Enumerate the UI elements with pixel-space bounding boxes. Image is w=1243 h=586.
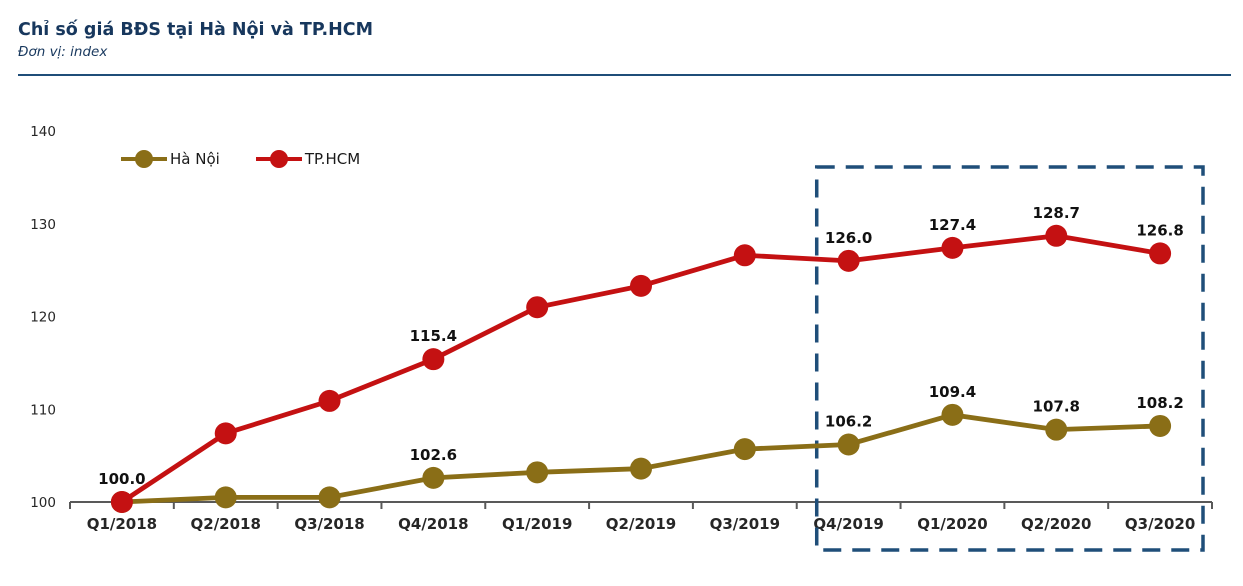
data-point-Hà Nội	[630, 457, 652, 480]
data-point-label: 127.4	[929, 216, 976, 234]
x-axis-tick-label: Q4/2019	[813, 515, 883, 533]
data-point-TP.HCM	[422, 348, 445, 371]
data-point-TP.HCM	[837, 249, 860, 272]
x-axis-tick-label: Q1/2020	[917, 515, 987, 533]
chart-unit-label: Đơn vị: index	[18, 43, 108, 60]
data-point-label: 128.7	[1033, 204, 1080, 222]
x-axis-tick-label: Q1/2018	[87, 515, 157, 533]
data-point-label: 107.8	[1033, 398, 1080, 416]
header-divider	[18, 74, 1231, 76]
y-axis-tick-label: 110	[30, 402, 56, 418]
x-axis-tick-label: Q3/2019	[710, 515, 780, 533]
data-point-Hà Nội	[1045, 418, 1068, 441]
x-axis-tick-label: Q1/2019	[502, 515, 572, 533]
legend-label-ha-noi: Hà Nội	[170, 150, 220, 168]
data-point-Hà Nội	[837, 433, 860, 456]
data-point-TP.HCM	[214, 422, 237, 445]
legend-label-tphcm: TP.HCM	[304, 150, 361, 168]
tphcm-series-marker-icon	[255, 150, 302, 168]
data-point-Hà Nội	[733, 438, 756, 461]
data-point-TP.HCM	[526, 296, 549, 319]
data-point-TP.HCM	[1149, 242, 1172, 265]
data-point-label: 109.4	[929, 383, 976, 401]
chart-title: Chỉ số giá BĐS tại Hà Nội và TP.HCM	[18, 20, 374, 40]
x-axis-tick-label: Q3/2018	[294, 515, 364, 533]
chart-header: Chỉ số giá BĐS tại Hà Nội và TP.HCM Đơn …	[18, 20, 1232, 60]
x-axis-tick-label: Q3/2020	[1125, 515, 1195, 533]
data-point-label: 108.2	[1136, 394, 1183, 412]
data-point-TP.HCM	[110, 491, 133, 513]
data-point-Hà Nội	[214, 486, 237, 509]
data-point-Hà Nội	[1149, 414, 1172, 437]
data-point-TP.HCM	[630, 274, 652, 297]
x-axis-tick-label: Q2/2020	[1021, 515, 1091, 533]
data-point-label: 115.4	[410, 327, 457, 345]
x-axis-tick-label: Q4/2018	[398, 515, 468, 533]
highlight-box-2020	[814, 165, 1205, 552]
data-point-label: 126.8	[1136, 221, 1183, 239]
chart-legend: Hà Nội TP.HCM	[121, 150, 360, 168]
data-point-TP.HCM	[318, 389, 341, 412]
data-point-label: 106.2	[825, 412, 872, 430]
data-point-TP.HCM	[1045, 224, 1068, 247]
data-point-Hà Nội	[422, 466, 445, 489]
data-point-Hà Nội	[941, 403, 964, 426]
legend-item-ha-noi: Hà Nội	[121, 150, 220, 168]
y-axis-tick-label: 140	[30, 124, 56, 140]
ha-noi-series-marker-icon	[121, 150, 167, 168]
data-point-Hà Nội	[318, 486, 341, 509]
y-axis-tick-label: 130	[30, 217, 56, 233]
data-point-label: 126.0	[825, 229, 872, 247]
x-axis-tick-label: Q2/2019	[606, 515, 676, 533]
y-axis-tick-label: 120	[30, 310, 56, 326]
legend-item-tphcm: TP.HCM	[255, 150, 361, 168]
data-point-TP.HCM	[941, 236, 964, 259]
y-axis-tick-label: 100	[30, 495, 56, 511]
data-point-label: 100.0	[98, 470, 145, 488]
data-point-label: 102.6	[410, 446, 457, 464]
x-axis-tick-label: Q2/2018	[191, 515, 261, 533]
data-point-TP.HCM	[733, 244, 756, 267]
data-point-Hà Nội	[526, 461, 549, 484]
